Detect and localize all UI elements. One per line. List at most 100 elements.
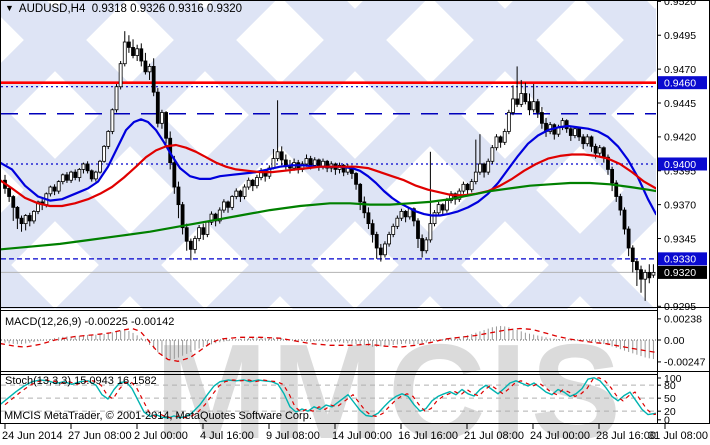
stoch-axis-label: 20 — [664, 406, 676, 418]
candle — [23, 215, 28, 225]
time-axis: 24 Jun 2014 27 Jun 08:00 2 Jul 00:00 4 Jul … — [2, 424, 708, 442]
price-level-badge — [658, 76, 707, 90]
candle — [234, 190, 239, 197]
candle — [614, 182, 619, 197]
candle — [205, 221, 210, 235]
candle — [73, 171, 78, 178]
candle — [7, 187, 12, 197]
candle — [506, 112, 511, 132]
candle — [589, 136, 594, 147]
candle — [527, 101, 532, 111]
candle — [511, 98, 515, 113]
candle — [65, 174, 69, 181]
time-axis-label: 14 Jul 00:00 — [332, 430, 392, 442]
candle — [502, 131, 507, 143]
candle — [56, 181, 61, 192]
candle — [172, 162, 177, 188]
candle — [325, 160, 330, 169]
macd-axis-label: -0.00247 — [664, 357, 706, 369]
main-price-panel — [1, 31, 656, 301]
candle — [482, 163, 486, 173]
candle — [424, 239, 429, 252]
mid-sma-line — [1, 143, 656, 208]
candle — [568, 128, 573, 136]
candle — [27, 215, 32, 222]
stoch-signal-line — [4, 377, 656, 419]
macd-signal-line — [1, 327, 656, 362]
candle — [436, 204, 441, 214]
candle — [643, 272, 648, 280]
candle — [52, 186, 57, 192]
price-axis-label: 0.9345 — [664, 233, 696, 245]
candle — [275, 151, 280, 159]
stoch-axis-label: 80 — [664, 380, 676, 392]
candle — [230, 196, 235, 208]
candle — [622, 209, 627, 230]
symbol-dropdown-icon[interactable]: ▼ — [5, 3, 14, 13]
candle — [601, 147, 606, 158]
candle — [585, 136, 590, 145]
candle — [498, 136, 503, 143]
candle — [288, 166, 292, 169]
stoch-panel — [1, 377, 656, 419]
fast-ema-line — [1, 118, 656, 217]
candle — [341, 164, 346, 173]
candle — [89, 170, 94, 180]
candle — [193, 238, 197, 250]
candle — [32, 211, 36, 222]
price-axis-label: 0.9295 — [664, 301, 696, 313]
candle — [19, 217, 24, 225]
time-axis-label: 16 Jul 16:00 — [398, 430, 458, 442]
candle — [593, 145, 598, 154]
candle — [15, 206, 20, 219]
candle — [304, 158, 309, 165]
candle — [391, 225, 396, 235]
time-axis-label: 2 Jul 00:00 — [134, 430, 188, 442]
stoch-axis-label: 50 — [664, 393, 676, 405]
time-axis-label: 24 Jun 2014 — [2, 430, 63, 442]
chart-title: ▼ AUDUSD,H4 0.9318 0.9326 0.9316 0.9320 — [5, 3, 242, 15]
candle — [354, 173, 358, 185]
candle — [246, 179, 251, 188]
candle — [523, 93, 528, 103]
price-level-badge — [658, 265, 707, 279]
price-badge-label: 0.9330 — [664, 254, 696, 266]
candle — [486, 160, 491, 173]
candle — [358, 183, 363, 203]
candle — [217, 209, 222, 222]
candle — [250, 179, 255, 187]
candle — [378, 247, 383, 256]
price-level-badge — [658, 252, 707, 266]
stoch-main-line — [1, 377, 656, 419]
candle — [81, 163, 86, 170]
time-axis-label: 9 Jul 08:00 — [266, 430, 320, 442]
candle — [473, 171, 478, 183]
time-axis-label: 28 Jul 16:00 — [596, 430, 656, 442]
price-axis-label: 0.9470 — [664, 64, 696, 76]
candle — [606, 156, 610, 170]
price-axis-label: 0.9495 — [664, 30, 696, 42]
macd-axis-label: 0.00 — [664, 335, 685, 347]
price-axis-label: 0.9420 — [664, 132, 696, 144]
candle — [465, 183, 470, 191]
candle — [374, 234, 379, 249]
candle — [60, 174, 65, 183]
candle — [147, 66, 152, 73]
time-axis-label: 31 Jul 08:00 — [648, 430, 708, 442]
candle — [428, 223, 433, 241]
candle — [127, 41, 131, 48]
candle — [395, 217, 400, 227]
candle — [184, 227, 189, 242]
candle — [131, 47, 135, 56]
candle — [106, 131, 111, 147]
candle — [164, 112, 168, 139]
candle — [93, 171, 98, 180]
price-axis-label: 0.9370 — [664, 199, 696, 211]
candle — [114, 86, 119, 111]
candle — [416, 220, 420, 239]
candle — [535, 101, 540, 113]
candle — [209, 213, 214, 223]
time-axis-label: 27 Jun 08:00 — [68, 430, 132, 442]
candle — [519, 93, 524, 105]
